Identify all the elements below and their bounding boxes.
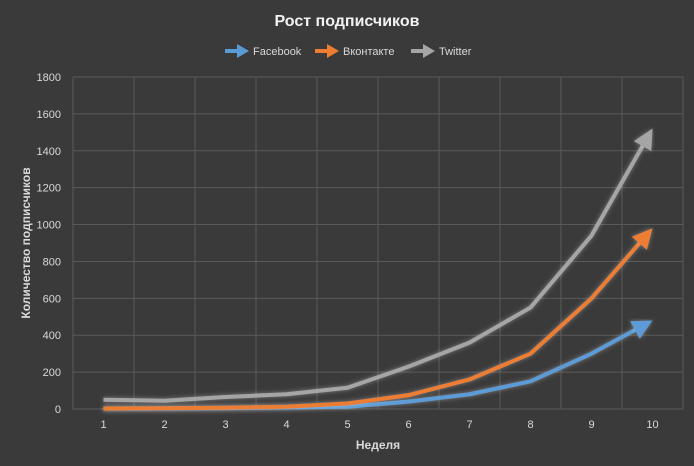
x-tick-label: 10 bbox=[646, 419, 658, 431]
x-tick-label: 3 bbox=[222, 419, 228, 431]
y-tick-label: 400 bbox=[43, 330, 61, 342]
series-arrowhead-вконтакте bbox=[631, 228, 653, 250]
legend-arrow-icon bbox=[327, 44, 339, 58]
x-axis-ticks: 1 2 3 4 5 6 7 8 9 10 bbox=[100, 419, 658, 431]
legend: Facebook Вконтакте Twitter bbox=[225, 44, 472, 58]
legend-arrow-icon bbox=[423, 44, 435, 58]
chart-title: Рост подписчиков bbox=[275, 13, 420, 30]
legend-label: Вконтакте bbox=[343, 46, 394, 58]
legend-item-twitter: Twitter bbox=[411, 44, 472, 58]
y-tick-label: 1400 bbox=[37, 146, 61, 158]
legend-label: Facebook bbox=[253, 46, 302, 58]
y-axis-ticks: 0 200 400 600 800 1000 1200 1400 1600 1800 bbox=[37, 72, 61, 416]
x-tick-label: 7 bbox=[466, 419, 472, 431]
x-tick-label: 6 bbox=[405, 419, 411, 431]
x-tick-label: 9 bbox=[588, 419, 594, 431]
legend-arrow-icon bbox=[237, 44, 249, 58]
y-tick-label: 600 bbox=[43, 293, 61, 305]
x-tick-label: 2 bbox=[161, 419, 167, 431]
x-tick-label: 8 bbox=[527, 419, 533, 431]
y-axis-title: Количество подписчиков bbox=[19, 167, 33, 318]
legend-item-вконтакте: Вконтакте bbox=[315, 44, 394, 58]
x-tick-label: 1 bbox=[100, 419, 106, 431]
series-lines bbox=[103, 128, 653, 411]
y-tick-label: 1800 bbox=[37, 72, 61, 84]
x-tick-label: 4 bbox=[283, 419, 289, 431]
series-arrowhead-twitter bbox=[633, 128, 653, 151]
series-line-twitter bbox=[103, 145, 645, 403]
legend-item-facebook: Facebook bbox=[225, 44, 302, 58]
series-line-вконтакте bbox=[103, 242, 641, 411]
y-tick-label: 1000 bbox=[37, 220, 61, 232]
y-tick-label: 1200 bbox=[37, 183, 61, 195]
y-tick-label: 200 bbox=[43, 367, 61, 379]
y-tick-label: 1600 bbox=[37, 109, 61, 121]
y-tick-label: 800 bbox=[43, 256, 61, 268]
series-arrowhead-facebook bbox=[630, 320, 653, 339]
legend-label: Twitter bbox=[439, 46, 472, 58]
x-tick-label: 5 bbox=[344, 419, 350, 431]
y-tick-label: 0 bbox=[55, 404, 61, 416]
x-axis-title: Неделя bbox=[356, 438, 400, 452]
